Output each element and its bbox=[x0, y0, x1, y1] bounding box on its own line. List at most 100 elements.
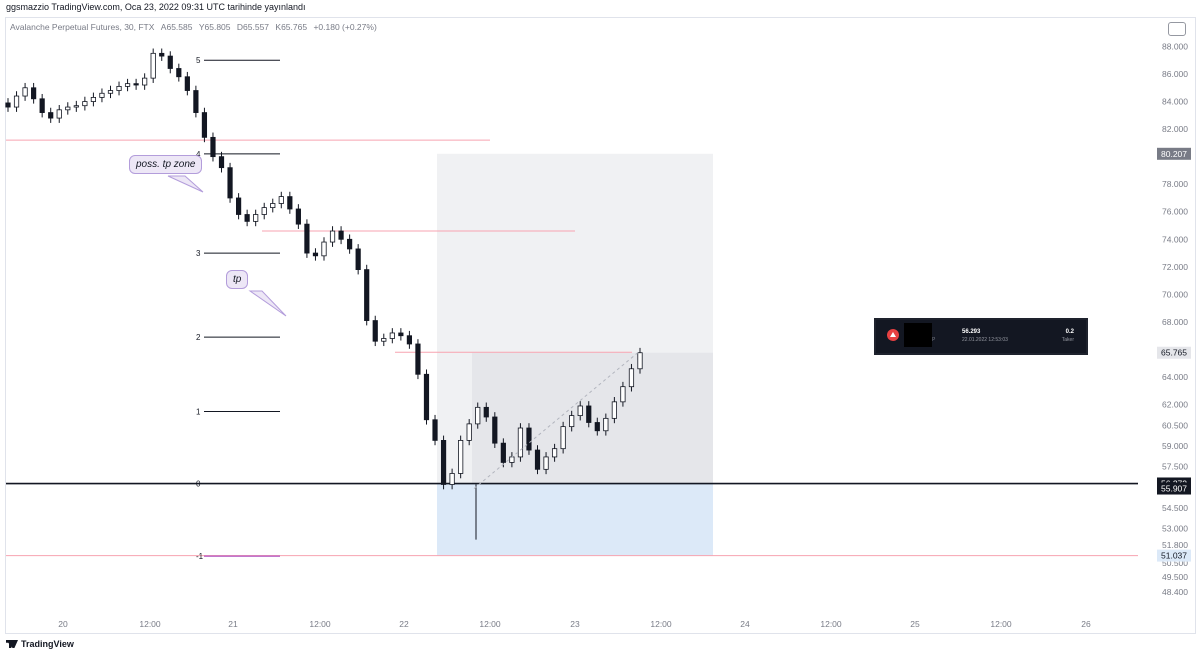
y-tick-label: 64.000 bbox=[1162, 372, 1188, 382]
candle bbox=[423, 373, 430, 421]
fib-label: 5 bbox=[196, 56, 201, 65]
y-tick-label: 78.000 bbox=[1162, 179, 1188, 189]
x-tick-label: 20 bbox=[58, 619, 68, 629]
candle bbox=[73, 105, 79, 108]
y-tick-label: 86.000 bbox=[1162, 69, 1188, 79]
candle bbox=[329, 230, 336, 243]
candle bbox=[415, 343, 421, 375]
x-tick-label: 22 bbox=[399, 619, 409, 629]
y-tick-label: 50.500 bbox=[1162, 558, 1188, 568]
callout-pointer bbox=[248, 290, 287, 317]
fib-label: 4 bbox=[196, 150, 201, 159]
fib-label: 2 bbox=[196, 333, 201, 342]
candle bbox=[492, 416, 498, 444]
candle bbox=[278, 196, 284, 204]
high-label: Y bbox=[198, 22, 205, 32]
redacted-area bbox=[904, 323, 932, 347]
position-symbol-suffix: P bbox=[932, 337, 936, 343]
x-tick-label: 12:00 bbox=[479, 619, 501, 629]
fib-label: -1 bbox=[196, 552, 204, 561]
candle bbox=[31, 87, 37, 100]
candle bbox=[611, 401, 617, 419]
candle bbox=[82, 101, 88, 107]
price-label-box bbox=[1157, 549, 1191, 562]
candle bbox=[321, 241, 327, 257]
candle bbox=[338, 230, 344, 240]
y-tick-label: 76.000 bbox=[1162, 207, 1188, 217]
candle bbox=[560, 426, 566, 450]
position-side: Taker bbox=[1061, 337, 1074, 343]
candle bbox=[133, 83, 139, 86]
x-tick-label: 12:00 bbox=[309, 619, 331, 629]
candle bbox=[287, 196, 293, 210]
candle bbox=[227, 167, 233, 199]
fib-label: 1 bbox=[196, 407, 201, 416]
candle bbox=[526, 427, 532, 451]
candle bbox=[107, 90, 114, 94]
candle bbox=[475, 406, 481, 425]
candle bbox=[603, 417, 609, 432]
candle bbox=[261, 207, 267, 215]
y-tick-label: 48.400 bbox=[1162, 587, 1188, 597]
target-zone-filled bbox=[472, 352, 713, 484]
price-label: 51.037 bbox=[1161, 551, 1187, 561]
position-date: 22.01.2022 12:53:03 bbox=[962, 337, 1008, 343]
candle bbox=[440, 440, 447, 485]
y-tick-label: 68.000 bbox=[1162, 317, 1188, 327]
candle bbox=[304, 223, 310, 254]
x-tick-label: 12:00 bbox=[990, 619, 1012, 629]
candle bbox=[193, 90, 199, 113]
candle bbox=[184, 76, 190, 91]
close-value: 65.765 bbox=[281, 22, 308, 32]
candle bbox=[90, 97, 97, 102]
candle bbox=[5, 102, 11, 108]
x-tick-label: 23 bbox=[570, 619, 580, 629]
price-label-box bbox=[1157, 482, 1191, 495]
y-tick-label: 53.000 bbox=[1162, 524, 1188, 534]
tradingview-logo[interactable]: TradingView bbox=[6, 639, 74, 649]
candle bbox=[167, 55, 173, 69]
candle bbox=[159, 52, 165, 57]
candle bbox=[364, 269, 370, 321]
position-qty: 0.2 bbox=[1065, 329, 1074, 335]
candle bbox=[39, 98, 45, 113]
fib-label: 0 bbox=[196, 480, 201, 489]
price-label: 65.765 bbox=[1161, 348, 1187, 358]
candle bbox=[270, 203, 276, 209]
candle bbox=[201, 112, 208, 138]
poss-tp-zone-callout[interactable]: poss. tp zone bbox=[129, 155, 203, 174]
candle bbox=[176, 68, 182, 78]
change-value: +0.180 (+0.27%) bbox=[313, 22, 377, 32]
y-tick-label: 72.000 bbox=[1162, 262, 1188, 272]
camera-icon[interactable] bbox=[1168, 22, 1186, 36]
x-tick-label: 26 bbox=[1081, 619, 1091, 629]
candle bbox=[253, 214, 259, 222]
candle bbox=[569, 415, 575, 428]
candle bbox=[142, 77, 148, 86]
position-price: 56.293 bbox=[962, 329, 981, 335]
candle bbox=[347, 238, 353, 250]
y-tick-label: 74.000 bbox=[1162, 234, 1188, 244]
x-tick-label: 12:00 bbox=[139, 619, 161, 629]
y-tick-label: 54.500 bbox=[1162, 503, 1188, 513]
position-widget[interactable]: P 56.293 22.01.2022 12:53:03 0.2 Taker bbox=[874, 318, 1088, 355]
tradingview-logo-icon bbox=[6, 640, 18, 648]
candle bbox=[22, 87, 28, 97]
y-tick-label: 88.000 bbox=[1162, 41, 1188, 51]
chart-header: Avalanche Perpetual Futures, 30, FTX A65… bbox=[10, 22, 377, 32]
candle bbox=[116, 85, 122, 91]
low-value: 65.557 bbox=[243, 22, 270, 32]
price-label: 55.907 bbox=[1161, 484, 1187, 494]
symbol-title: Avalanche Perpetual Futures, 30, FTX bbox=[10, 22, 155, 32]
candle bbox=[218, 156, 225, 169]
candle bbox=[124, 83, 131, 87]
y-tick-label: 49.500 bbox=[1162, 572, 1188, 582]
candle bbox=[534, 449, 541, 470]
candle bbox=[458, 440, 464, 474]
candle bbox=[65, 106, 71, 111]
candle bbox=[637, 352, 643, 370]
candle bbox=[594, 422, 600, 432]
tp-callout[interactable]: tp bbox=[226, 270, 249, 289]
candle bbox=[483, 406, 489, 418]
